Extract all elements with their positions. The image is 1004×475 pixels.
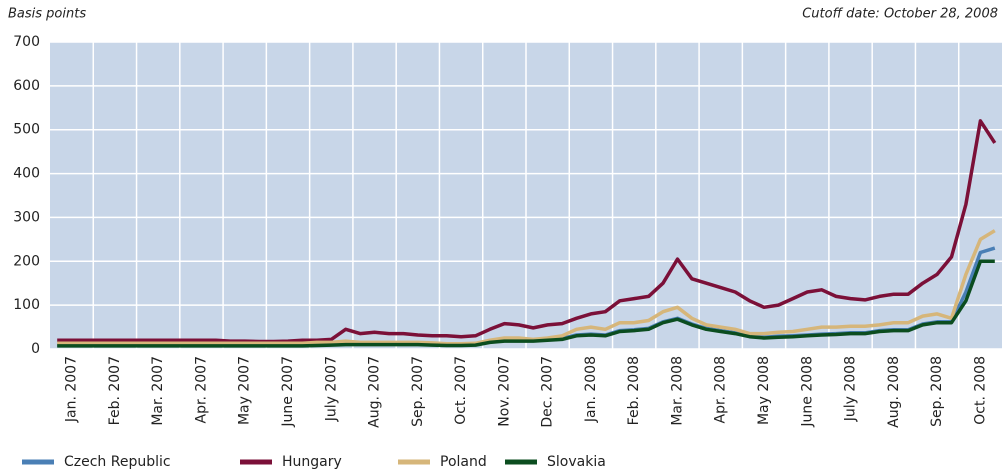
x-tick-label: Dec. 2007 bbox=[540, 356, 556, 428]
annotation: Cutoff date: October 28, 2008 bbox=[802, 7, 998, 22]
x-tick-label: July 2007 bbox=[323, 356, 339, 422]
line-series bbox=[57, 229, 996, 346]
y-tick-label: 200 bbox=[13, 253, 40, 269]
x-tick-label: June 2007 bbox=[280, 356, 296, 428]
y-axis-label: Basis points bbox=[8, 7, 86, 22]
x-tick-label: Sep. 2007 bbox=[410, 356, 426, 427]
y-tick-label: 700 bbox=[13, 34, 40, 50]
y-tick-label: 300 bbox=[13, 209, 40, 225]
y-tick-label: 500 bbox=[13, 122, 40, 138]
x-tick-label: Mar. 2007 bbox=[150, 356, 166, 426]
x-tick-label: Jan. 2008 bbox=[583, 356, 599, 423]
x-tick-label: June 2008 bbox=[799, 356, 815, 428]
y-tick-label: 600 bbox=[13, 78, 40, 94]
legend-label: Hungary bbox=[282, 454, 342, 470]
legend-label: Poland bbox=[440, 454, 487, 470]
x-tick-label: Feb. 2008 bbox=[626, 356, 642, 425]
x-tick-label: July 2008 bbox=[843, 356, 859, 422]
x-tick-label: Nov. 2007 bbox=[496, 356, 512, 427]
x-tick-label: Feb. 2007 bbox=[107, 356, 123, 425]
x-tick-label: May 2008 bbox=[756, 356, 772, 425]
y-tick-label: 100 bbox=[13, 297, 40, 313]
legend-label: Czech Republic bbox=[64, 454, 171, 470]
x-tick-label: Sep. 2008 bbox=[929, 356, 945, 427]
x-tick-label: Oct. 2008 bbox=[972, 356, 988, 425]
line-series bbox=[57, 119, 997, 344]
y-tick-label: 0 bbox=[31, 341, 40, 357]
x-tick-label: Apr. 2008 bbox=[713, 356, 729, 423]
x-tick-label: Oct. 2007 bbox=[453, 356, 469, 425]
x-tick-label: Aug. 2008 bbox=[886, 356, 902, 428]
legend-label: Slovakia bbox=[547, 454, 606, 470]
x-tick-label: May 2007 bbox=[237, 356, 253, 425]
line-series bbox=[57, 259, 995, 348]
x-tick-label: Mar. 2008 bbox=[669, 356, 685, 426]
x-tick-label: Aug. 2007 bbox=[367, 356, 383, 428]
x-tick-label: Jan. 2007 bbox=[64, 356, 80, 423]
x-tick-label: Apr. 2007 bbox=[193, 356, 209, 423]
y-tick-label: 400 bbox=[13, 166, 40, 182]
